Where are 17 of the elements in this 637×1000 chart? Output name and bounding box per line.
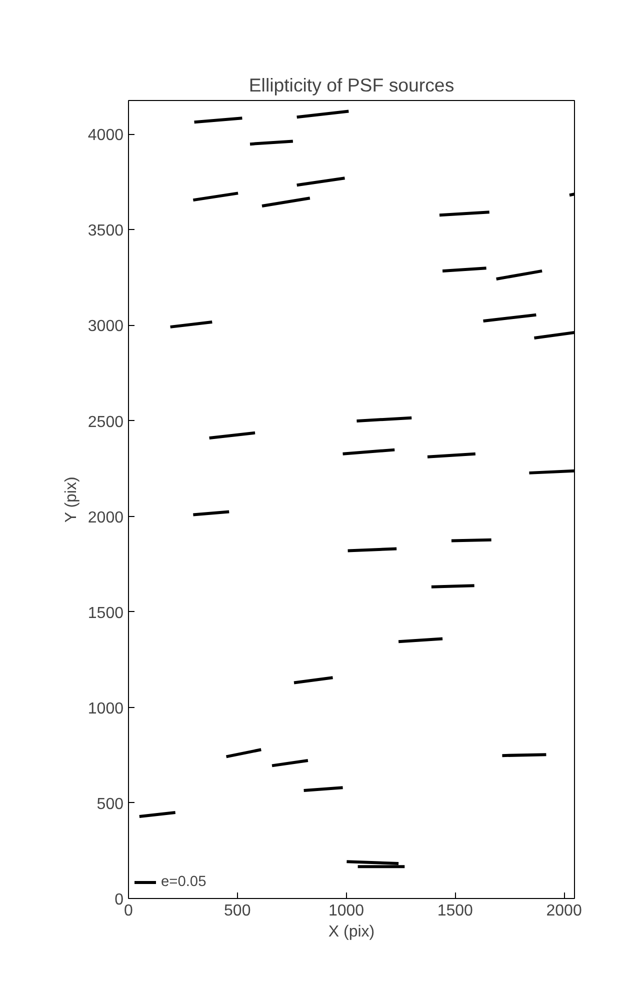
y-tick-label: 3000	[88, 318, 124, 336]
y-tick-label: 2000	[88, 509, 124, 526]
y-tick-label: 1500	[88, 604, 124, 622]
x-tick-label: 1500	[437, 902, 474, 920]
y-tick-label: 0	[114, 892, 124, 908]
x-tick-label: 500	[224, 902, 251, 920]
y-tick-label: 3500	[88, 222, 124, 240]
y-tick-label: 1000	[88, 700, 124, 718]
y-tick-label: 500	[96, 796, 124, 813]
y-tick-label: 2500	[88, 414, 124, 431]
y-axis-title: Y (pix)	[62, 476, 80, 523]
legend-label: e=0.05	[161, 874, 206, 890]
x-axis-title: X (pix)	[328, 924, 375, 940]
chart-title: Ellipticity of PSF sources	[248, 74, 454, 96]
y-tick-label: 4000	[88, 127, 124, 144]
x-tick-label: 2000	[546, 902, 582, 920]
x-tick-label: 1000	[328, 902, 364, 920]
